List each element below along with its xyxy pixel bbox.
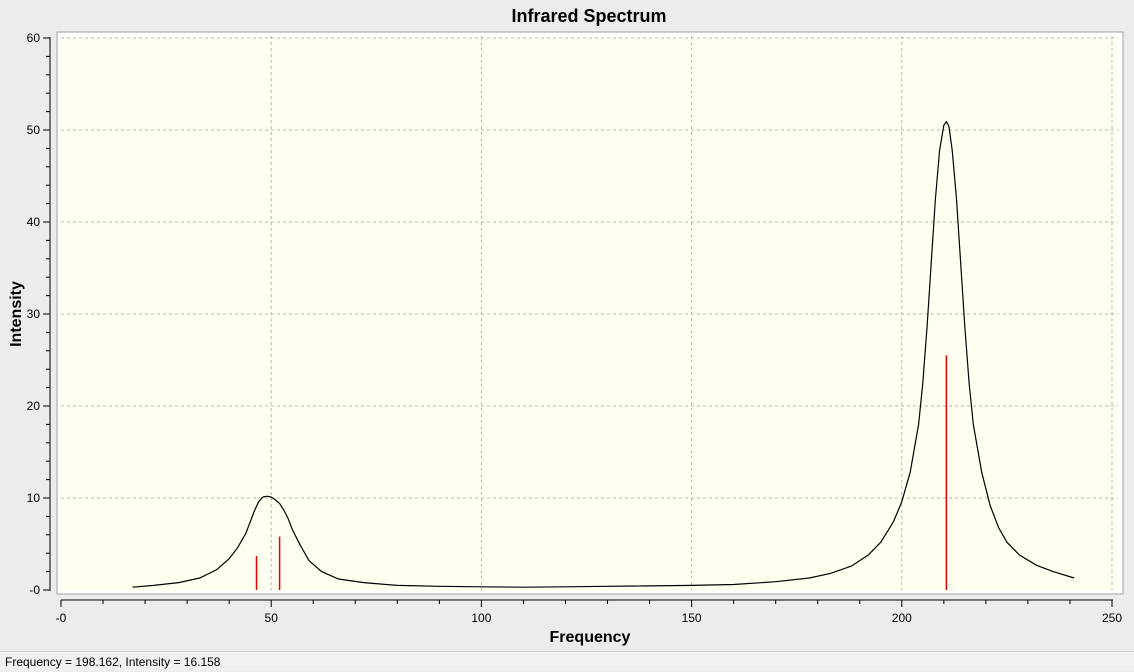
tick-marks <box>43 37 1113 607</box>
x-tick-label: 200 <box>892 611 912 625</box>
y-tick-label: 50 <box>27 123 41 137</box>
y-tick-label: 30 <box>27 307 41 321</box>
y-tick-label: 10 <box>27 491 41 505</box>
x-tick-label: 50 <box>265 611 279 625</box>
y-tick-label: -0 <box>29 583 40 597</box>
x-tick-label: 150 <box>682 611 702 625</box>
status-bar: Frequency = 198.162, Intensity = 16.158 <box>0 651 1134 671</box>
stick-spectrum <box>255 355 948 590</box>
y-tick-labels: -0 10 20 30 40 50 60 <box>27 31 41 597</box>
grid-lines <box>61 36 1118 590</box>
y-tick-label: 40 <box>27 215 41 229</box>
spectrum-curve <box>132 120 1075 588</box>
y-axis-label: Intensity <box>8 281 25 347</box>
status-readout: Frequency = 198.162, Intensity = 16.158 <box>5 655 221 669</box>
y-tick-label: 60 <box>27 31 41 45</box>
x-tick-label: 100 <box>471 611 491 625</box>
chart-title: Infrared Spectrum <box>511 6 666 26</box>
x-tick-label: -0 <box>56 611 67 625</box>
x-axis-label: Frequency <box>550 629 631 646</box>
x-tick-label: 250 <box>1102 611 1122 625</box>
x-tick-labels: -0 50 100 150 200 250 <box>56 611 1123 625</box>
y-tick-label: 20 <box>27 399 41 413</box>
infrared-spectrum-chart[interactable]: Infrared Spectrum Frequency Intensity -0… <box>0 0 1134 651</box>
